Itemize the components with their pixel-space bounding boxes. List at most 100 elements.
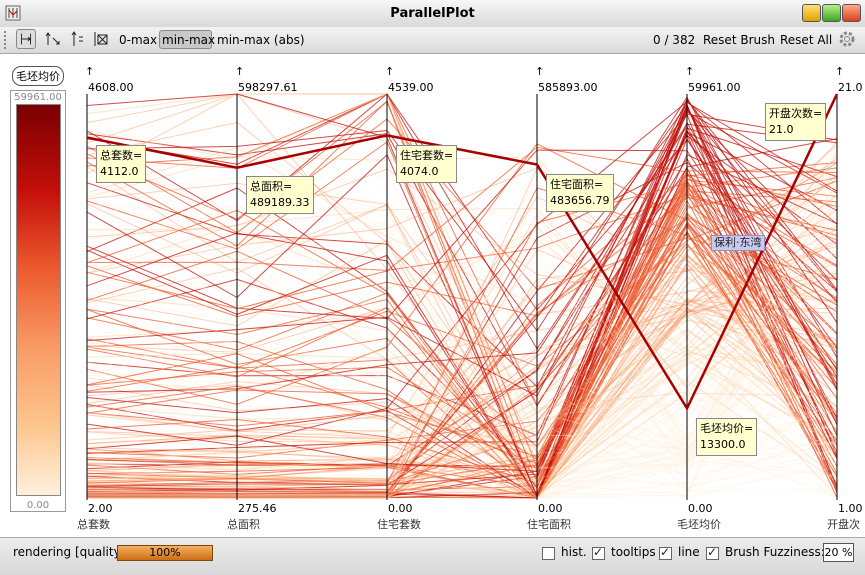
tooltips-checkbox[interactable] — [592, 545, 605, 560]
data-line — [86, 105, 838, 391]
data-line — [86, 257, 838, 447]
data-line — [86, 121, 838, 499]
toolbar-grip[interactable] — [4, 31, 10, 49]
data-line — [86, 393, 838, 478]
data-line — [86, 229, 838, 412]
data-line — [86, 97, 838, 500]
data-line — [86, 167, 838, 491]
axis-min-label: 1.00 — [838, 502, 863, 515]
highlighted-project-label: 保利·东湾 — [711, 235, 765, 251]
brush-fuzziness-input[interactable]: 20 % — [823, 543, 854, 562]
axis-min-label: 0.00 — [388, 502, 413, 515]
background-lines — [86, 93, 838, 500]
data-line — [86, 307, 838, 499]
scale-option-min-max-abs[interactable]: min-max (abs) — [217, 33, 305, 47]
data-line — [86, 146, 838, 460]
brush-up-icon[interactable] — [43, 29, 63, 49]
data-line — [86, 253, 838, 498]
data-line — [86, 300, 838, 479]
data-line — [86, 131, 838, 498]
data-line — [86, 328, 838, 496]
data-line — [86, 353, 838, 495]
data-line — [86, 188, 838, 498]
data-line — [86, 98, 838, 397]
axis-max-label: 4608.00 — [88, 81, 134, 94]
data-line — [86, 222, 838, 448]
close-button[interactable] — [842, 4, 861, 22]
axis-name-label: 总面积 — [227, 517, 260, 531]
reset-all-button[interactable]: Reset All — [780, 33, 833, 47]
rendering-progress: 100% — [117, 545, 213, 561]
data-line — [86, 230, 838, 492]
data-line — [86, 213, 838, 467]
window-title: ParallelPlot — [390, 6, 475, 21]
reset-brush-button[interactable]: Reset Brush — [703, 33, 775, 47]
scale-option-min-max-selected[interactable] — [159, 30, 212, 49]
status-bar: rendering [quality] 100% hist. tooltips … — [0, 537, 865, 575]
data-line — [86, 177, 838, 499]
data-line — [86, 105, 838, 499]
data-line — [86, 212, 838, 496]
data-line — [86, 262, 838, 490]
data-line — [86, 299, 838, 499]
data-line — [86, 167, 838, 496]
data-line — [86, 154, 838, 495]
brush-split-icon[interactable] — [67, 29, 87, 49]
legend-title[interactable]: 毛坯均价 — [12, 66, 64, 86]
data-line — [86, 242, 838, 459]
data-line — [86, 297, 838, 486]
maximize-button[interactable] — [822, 4, 841, 22]
axis-max-label: 598297.61 — [238, 81, 298, 94]
data-line — [86, 93, 838, 500]
data-line — [86, 319, 838, 493]
scale-option-0-max[interactable]: 0-max — [119, 33, 158, 47]
data-line — [86, 242, 838, 482]
data-line — [86, 345, 838, 481]
data-line — [86, 184, 838, 400]
data-line — [86, 190, 838, 487]
data-line — [86, 204, 838, 437]
data-line — [86, 185, 838, 490]
hist-checkbox[interactable] — [542, 547, 555, 560]
data-line — [86, 352, 838, 491]
data-line — [86, 100, 838, 484]
axis-min-label: 2.00 — [88, 502, 113, 515]
brush-fuzziness-label: Brush Fuzziness: — [725, 545, 825, 559]
data-line — [86, 209, 838, 480]
data-line — [86, 263, 838, 498]
data-line — [86, 103, 838, 498]
data-line — [86, 228, 838, 483]
axis-arrow-icon: ↑ — [85, 65, 94, 78]
data-line — [86, 360, 838, 499]
data-line — [86, 268, 838, 491]
data-line — [86, 133, 838, 446]
line-checkbox[interactable] — [659, 545, 672, 560]
data-line — [86, 174, 838, 471]
data-line — [86, 396, 838, 493]
axis-mode-icon[interactable] — [16, 29, 36, 49]
tooltip-total-units: 总套数= 4112.0 — [96, 145, 147, 183]
minimize-button[interactable] — [802, 4, 821, 22]
data-line — [86, 93, 838, 455]
data-line — [86, 93, 838, 406]
tooltip-average-price: 毛坯均价= 13300.0 — [696, 418, 758, 456]
axis-name-label: 毛坯均价 — [677, 518, 721, 531]
brush-fuzziness-checkbox[interactable] — [706, 545, 719, 560]
data-line — [86, 187, 838, 484]
data-line — [86, 231, 838, 499]
legend-min-value: 0.00 — [26, 500, 50, 511]
data-line — [86, 255, 838, 448]
data-line — [86, 147, 838, 358]
axis-arrow-icon: ↑ — [685, 65, 694, 78]
axis-min-label: 0.00 — [538, 502, 563, 515]
clear-brush-icon[interactable] — [91, 29, 111, 49]
scale-option-min-max[interactable]: min-max — [162, 33, 216, 47]
app-icon — [5, 5, 21, 21]
gear-icon[interactable] — [837, 29, 857, 49]
parallel-plot[interactable]: ↑ 4608.00 2.00 总套数 ↑ 598297.61 275.46 总面积 ↑ 4539.… — [0, 54, 865, 537]
data-line — [86, 183, 838, 397]
hist-label: hist. — [561, 545, 587, 559]
axis-min-label: 275.46 — [238, 502, 277, 515]
data-line — [86, 203, 838, 473]
data-line — [86, 167, 838, 495]
